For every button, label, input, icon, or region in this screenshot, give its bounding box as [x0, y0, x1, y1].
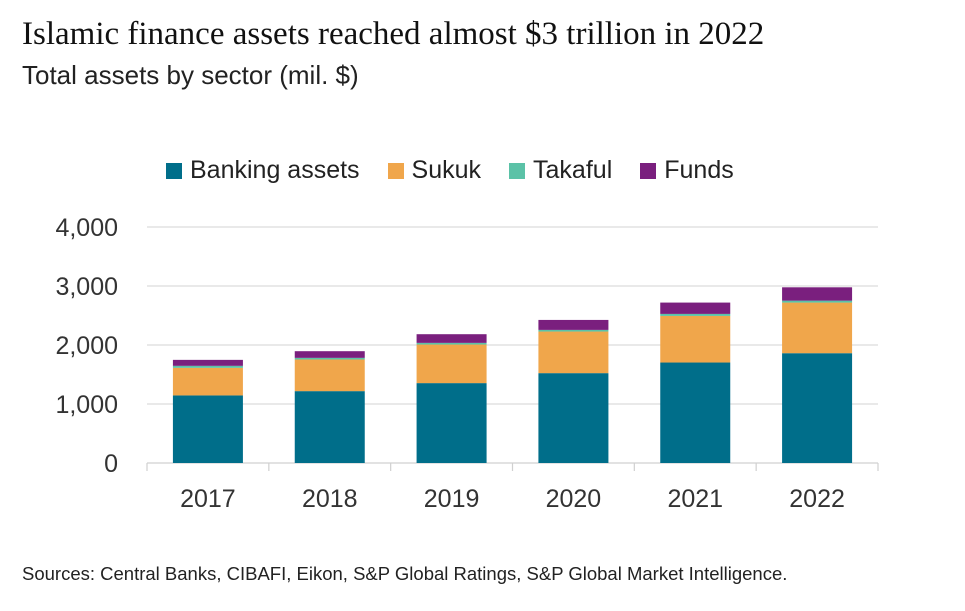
- chart-subtitle: Total assets by sector (mil. $): [22, 60, 359, 90]
- legend-label: Takaful: [533, 156, 613, 184]
- bar-banking-assets-2018: [294, 391, 365, 463]
- bar-funds-2020: [538, 319, 609, 330]
- bar-banking-assets-2019: [416, 383, 487, 463]
- bar-funds-2022: [782, 287, 853, 301]
- x-tick-label: 2018: [302, 485, 358, 513]
- y-tick-label: 4,000: [55, 214, 118, 242]
- y-tick-label: 0: [104, 450, 118, 478]
- x-tick-label: 2021: [667, 485, 723, 513]
- legend-label: Funds: [664, 156, 734, 184]
- y-tick-label: 3,000: [55, 273, 118, 301]
- y-tick-label: 2,000: [55, 332, 118, 360]
- chart-title: Islamic finance assets reached almost $3…: [22, 16, 765, 52]
- y-tick-label: 1,000: [55, 391, 118, 419]
- bar-sukuk-2017: [172, 367, 243, 396]
- legend-swatch: [166, 162, 182, 179]
- legend-swatch: [640, 162, 657, 179]
- bar-takaful-2021: [660, 313, 731, 316]
- bar-banking-assets-2021: [660, 362, 731, 463]
- legend-swatch: [509, 162, 526, 179]
- legend-label: Sukuk: [411, 156, 482, 184]
- bar-funds-2018: [294, 351, 365, 358]
- bar-takaful-2018: [294, 357, 365, 360]
- legend-swatch: [387, 162, 404, 179]
- bar-banking-assets-2022: [782, 353, 853, 463]
- bar-funds-2019: [416, 334, 487, 343]
- legend-item-banking: Banking assets: [166, 156, 360, 185]
- x-tick-label: 2017: [180, 485, 236, 513]
- legend-label: Banking assets: [190, 156, 360, 184]
- bar-sukuk-2020: [538, 331, 609, 374]
- bar-sukuk-2018: [294, 359, 365, 392]
- bar-banking-assets-2020: [538, 373, 609, 463]
- bar-takaful-2020: [538, 329, 609, 332]
- bar-banking-assets-2017: [172, 395, 243, 463]
- bar-funds-2021: [660, 302, 731, 314]
- legend-item-funds: Funds: [640, 156, 734, 185]
- bar-sukuk-2022: [782, 302, 853, 354]
- bar-sukuk-2021: [660, 315, 731, 363]
- bar-sukuk-2019: [416, 344, 487, 384]
- source-note: Sources: Central Banks, CIBAFI, Eikon, S…: [22, 563, 788, 584]
- bar-funds-2017: [172, 359, 243, 366]
- legend-item-takaful: Takaful: [509, 156, 612, 185]
- bar-takaful-2017: [172, 365, 243, 368]
- legend: Banking assets Sukuk Takaful Funds: [166, 156, 734, 185]
- x-tick-label: 2022: [789, 485, 845, 513]
- x-tick-label: 2020: [546, 485, 602, 513]
- bar-takaful-2019: [416, 342, 487, 345]
- legend-item-sukuk: Sukuk: [387, 156, 482, 185]
- x-tick-label: 2019: [424, 485, 480, 513]
- bar-takaful-2022: [782, 300, 853, 303]
